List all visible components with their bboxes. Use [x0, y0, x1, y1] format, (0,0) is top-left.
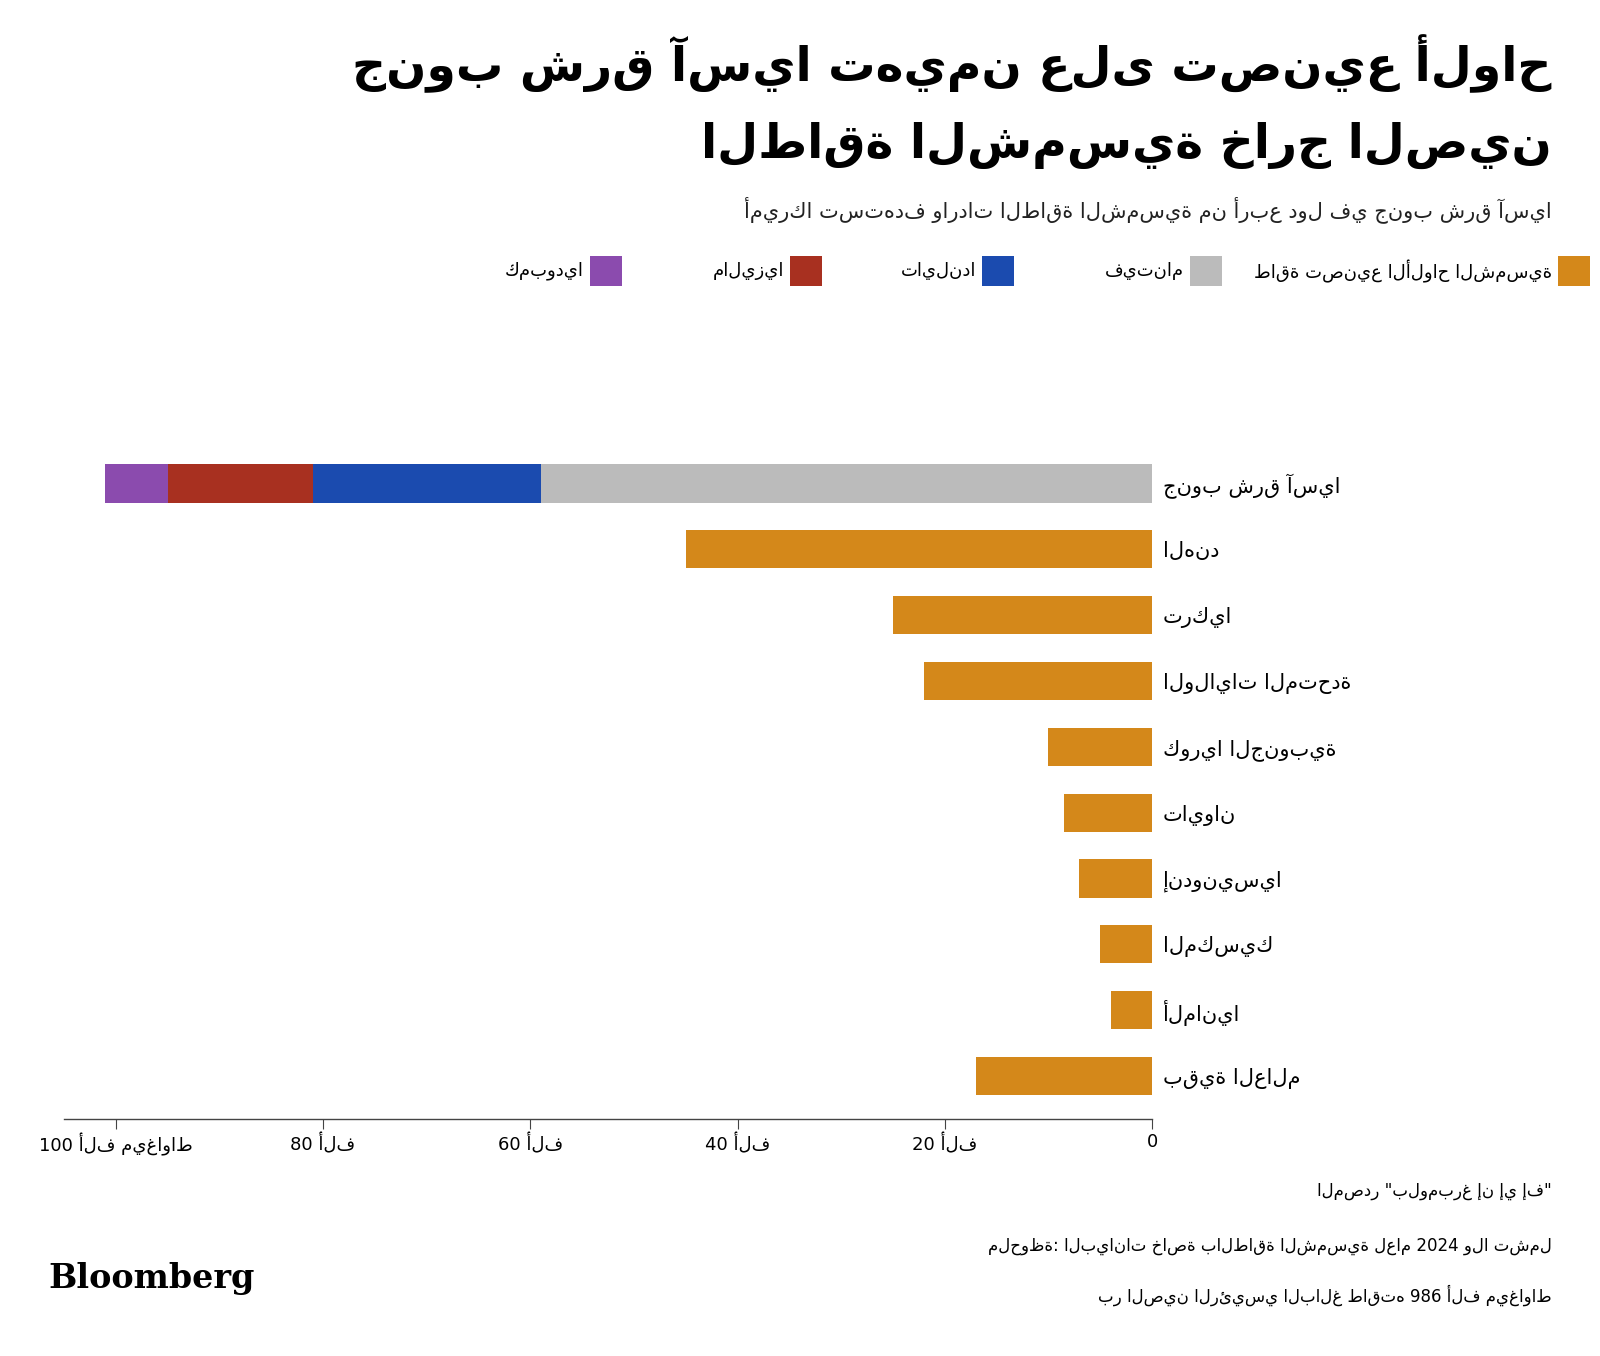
Bar [925, 662, 1152, 700]
Text: ماليزيا: ماليزيا [712, 262, 784, 281]
Text: تايلندا: تايلندا [901, 262, 976, 281]
Bar [976, 1056, 1152, 1096]
Text: ملحوظة: البيانات خاصة بالطاقة الشمسية لعام 2024 ولا تشمل: ملحوظة: البيانات خاصة بالطاقة الشمسية لع… [989, 1237, 1552, 1254]
Bar [893, 597, 1152, 635]
Text: جنوب شرق آسيا تهيمن على تصنيع ألواح: جنوب شرق آسيا تهيمن على تصنيع ألواح [352, 34, 1552, 92]
Text: فيتنام: فيتنام [1106, 262, 1184, 281]
Text: كمبوديا: كمبوديا [506, 262, 584, 281]
Text: المصدر "بلومبرغ إن إي إف": المصدر "بلومبرغ إن إي إف" [1317, 1182, 1552, 1200]
Bar [1110, 991, 1152, 1029]
Bar [106, 464, 168, 503]
Bar [1064, 793, 1152, 831]
Bar [686, 530, 1152, 568]
Text: Bloomberg: Bloomberg [48, 1262, 254, 1295]
Bar [541, 464, 1152, 503]
Text: أميركا تستهدف واردات الطاقة الشمسية من أربع دول في جنوب شرق آسيا: أميركا تستهدف واردات الطاقة الشمسية من أ… [744, 197, 1552, 224]
Text: بر الصين الرئيسي البالغ طاقته 986 ألف ميغاواط: بر الصين الرئيسي البالغ طاقته 986 ألف مي… [1098, 1284, 1552, 1306]
Bar [168, 464, 312, 503]
Bar [1048, 728, 1152, 766]
Text: الطاقة الشمسية خارج الصين: الطاقة الشمسية خارج الصين [701, 122, 1552, 170]
Bar [1101, 925, 1152, 963]
Bar [312, 464, 541, 503]
Bar [1080, 860, 1152, 898]
Text: طاقة تصنيع الألواح الشمسية: طاقة تصنيع الألواح الشمسية [1254, 259, 1552, 283]
